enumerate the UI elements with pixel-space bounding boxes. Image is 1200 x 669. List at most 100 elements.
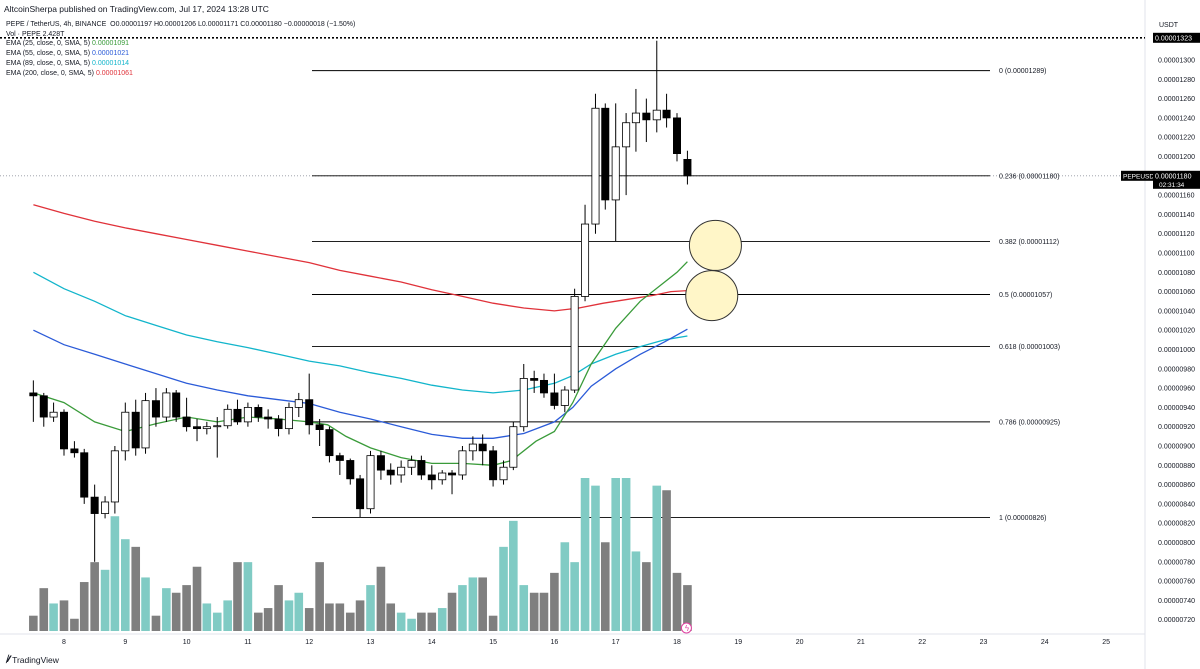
price-tick-label: 0.00000920	[1158, 424, 1195, 431]
date-tick-label: 11	[244, 639, 251, 646]
candle-body	[131, 411, 140, 449]
ema-89-line	[33, 271, 688, 394]
candle-body	[356, 478, 365, 510]
candle-body	[80, 452, 89, 498]
tradingview-mark-icon: ⧸⁄⁄	[6, 654, 10, 664]
volume-bar	[396, 612, 406, 631]
price-tick-label: 0.00001020	[1158, 328, 1195, 335]
date-tick-label: 12	[305, 639, 313, 646]
last-price-value: 0.00001180	[1155, 173, 1192, 180]
candle-body	[570, 296, 579, 391]
volume-bar	[427, 612, 437, 631]
candle-body	[683, 158, 692, 177]
volume-bar	[79, 582, 89, 631]
candle-body	[662, 109, 671, 119]
countdown-value: 02:31:34	[1159, 182, 1185, 189]
price-tick-label: 0.00001080	[1158, 270, 1195, 277]
legend-ema-55[interactable]: EMA (55, close, 0, SMA, 5) 0.00001021	[6, 50, 130, 58]
candle-body	[305, 399, 314, 426]
candle-body	[530, 378, 539, 381]
volume-bar	[672, 572, 682, 631]
candle-body	[458, 450, 467, 476]
volume-bar	[376, 566, 386, 631]
candle-body	[386, 469, 395, 476]
volume-bar	[151, 615, 161, 631]
legend-ohlc: O0.00001197 H0.00001206 L0.00001171 C0.0…	[110, 21, 356, 28]
fib-level-label: 0.786 (0.00000925)	[999, 419, 1060, 426]
legend-ema-200-value: 0.00001061	[95, 69, 133, 77]
price-tick-label: 0.00000780	[1158, 559, 1195, 566]
volume-bar	[386, 603, 396, 631]
candle-body	[294, 399, 303, 408]
price-tick-label: 0.00001160	[1158, 193, 1195, 200]
candle-body	[366, 455, 375, 510]
volume-bar	[59, 600, 69, 631]
candle-body	[60, 411, 69, 450]
legend-symbol-line: PEPE / TetherUS, 4h, BINANCE O0.00001197…	[6, 21, 356, 28]
volume-bar	[509, 520, 518, 631]
symbol-badge	[1121, 170, 1153, 181]
candle-body	[70, 448, 79, 454]
volume-bar	[70, 618, 79, 631]
price-tick-label: 0.00001200	[1158, 154, 1195, 161]
candle-body	[652, 109, 661, 121]
volume-bar	[499, 546, 508, 631]
candle-body	[631, 112, 640, 124]
legend-ema-89[interactable]: EMA (89, close, 0, SMA, 5) 0.00001014	[6, 59, 130, 67]
date-tick-label: 10	[183, 639, 191, 646]
candle-body	[274, 418, 283, 430]
candle-body	[550, 392, 559, 406]
candle-body	[49, 411, 58, 418]
fib-level-label: 0.382 (0.00001112)	[999, 239, 1059, 246]
volume-bar	[478, 577, 487, 631]
volume-bar	[631, 551, 641, 631]
volume-bar	[662, 490, 671, 631]
legend-ema-200[interactable]: EMA (200, close, 0, SMA, 5) 0.00001061	[6, 69, 133, 77]
volume-bar	[611, 478, 620, 631]
volume-bar	[335, 603, 345, 631]
candle-body	[284, 406, 293, 430]
price-tick-label: 0.00001280	[1158, 77, 1195, 84]
date-tick-label: 24	[1041, 639, 1049, 646]
ema-200-line	[33, 204, 688, 312]
candle-body	[202, 426, 211, 430]
volume-bar	[162, 588, 171, 631]
candle-body	[254, 406, 263, 418]
volume-bar	[366, 585, 375, 631]
date-tick-label: 18	[673, 639, 681, 646]
volume-bar	[182, 585, 191, 631]
date-tick-label: 20	[796, 639, 804, 646]
candle-body	[315, 424, 324, 430]
high-marker-value: 0.00001323	[1155, 35, 1192, 42]
volume-bar	[560, 542, 570, 631]
volume-bar	[131, 546, 141, 631]
legend-ema-25[interactable]: EMA (25, close, 0, SMA, 5) 0.00001091	[6, 40, 130, 48]
volume-bar	[591, 485, 600, 631]
volume-bar	[223, 600, 232, 631]
volume-bar	[447, 592, 457, 631]
candle-body	[29, 392, 38, 397]
volume-bar	[345, 612, 355, 631]
volume-bar	[570, 562, 579, 631]
date-tick-label: 14	[428, 639, 436, 646]
volume-bar	[49, 603, 58, 631]
candle-body	[539, 379, 548, 394]
candle-body	[468, 443, 477, 452]
price-tick-label: 0.00000720	[1158, 617, 1195, 624]
candle-body	[193, 426, 202, 430]
volume-bar	[110, 516, 120, 631]
price-tick-label: 0.00000900	[1158, 444, 1195, 451]
price-tick-label: 0.00001040	[1158, 308, 1195, 315]
candle-body	[264, 416, 273, 420]
volume-bar	[355, 600, 365, 631]
publisher-line: AltcoinSherpa published on TradingView.c…	[4, 4, 269, 14]
candle-body	[182, 416, 191, 428]
candle-body	[233, 408, 242, 423]
candle-body	[151, 400, 160, 418]
candle-body	[509, 426, 518, 468]
high-marker-badge	[1153, 32, 1200, 43]
tradingview-logo: ⧸⁄⁄ TradingView	[6, 654, 59, 665]
volume-bar	[621, 478, 631, 631]
date-tick-label: 19	[734, 639, 742, 646]
